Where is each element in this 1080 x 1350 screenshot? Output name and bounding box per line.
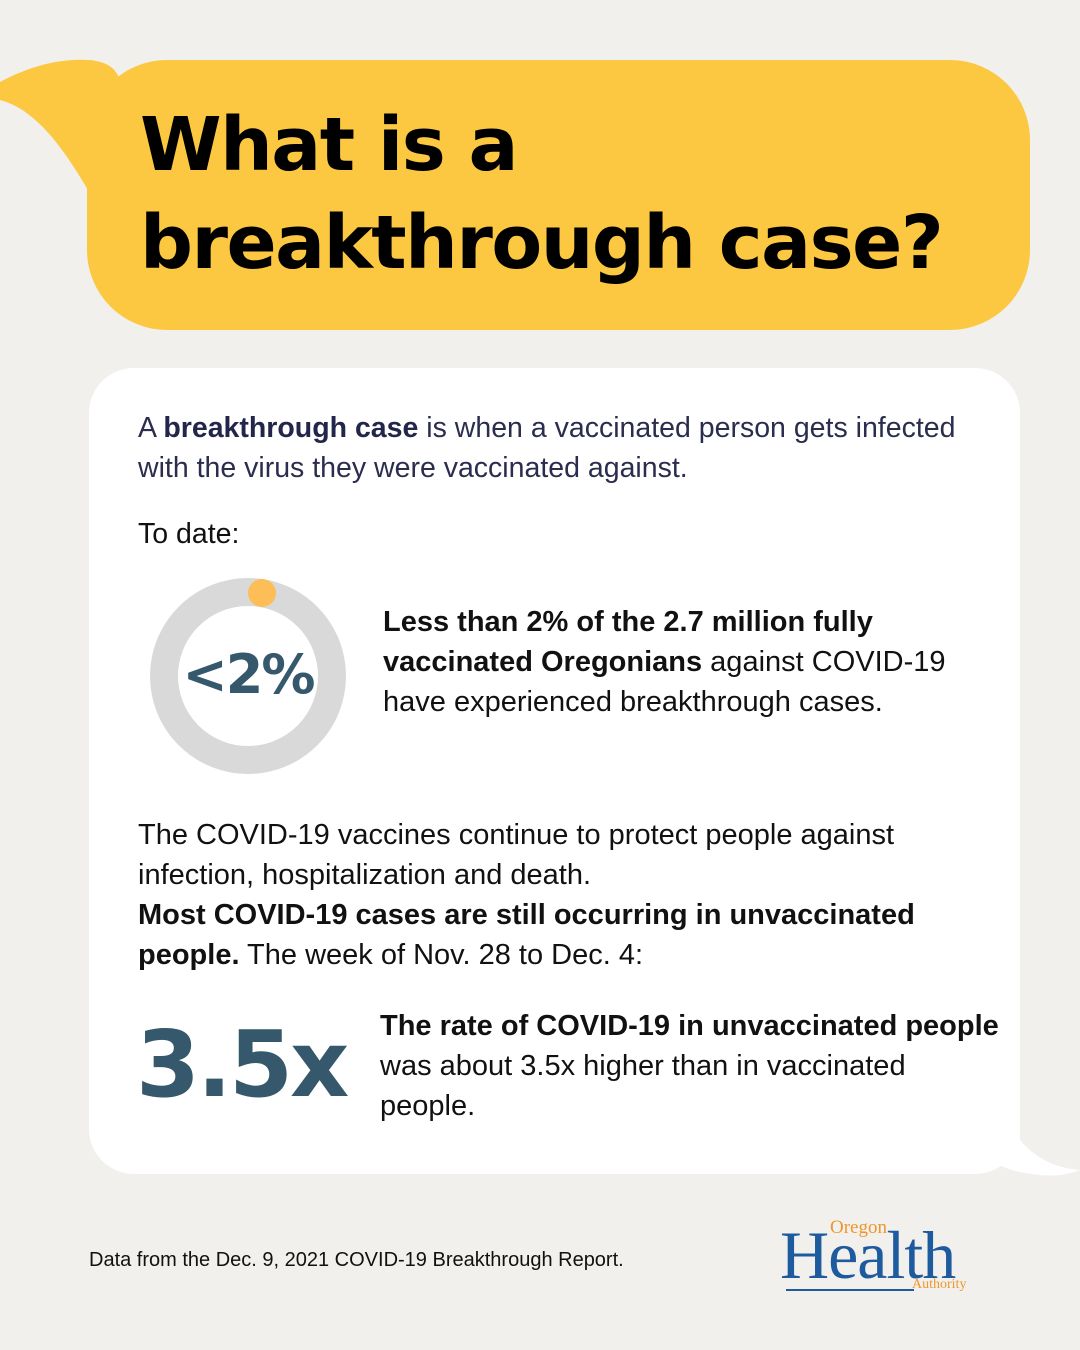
definition-paragraph: A breakthrough case is when a vaccinated…: [138, 408, 998, 488]
logo-authority-word: Authority: [912, 1277, 967, 1292]
oregon-health-authority-logo: Health Oregon Authority: [780, 1215, 990, 1305]
rate-stat-text: The rate of COVID-19 in unvaccinated peo…: [380, 1006, 1000, 1126]
intro-term: breakthrough case: [163, 412, 419, 444]
stat1-bold: Less than 2% of the 2.7 million fully va…: [383, 606, 873, 678]
rate-multiplier-value: 3.5x: [136, 1011, 349, 1118]
logo-oregon-word: Oregon: [830, 1217, 887, 1238]
title-line-1: What is a: [140, 102, 519, 188]
stat2-bold: The rate of COVID-19 in unvaccinated peo…: [380, 1010, 999, 1042]
donut-marker-dot: [248, 579, 276, 607]
protection-paragraph: The COVID-19 vaccines continue to protec…: [138, 815, 1008, 975]
breakthrough-stat-text: Less than 2% of the 2.7 million fully va…: [383, 602, 983, 722]
intro-prefix: A: [138, 412, 164, 444]
logo-health-word: Health: [780, 1217, 956, 1293]
card-speech-tail-icon: [990, 1120, 1080, 1176]
speech-bubble-tail-icon: [0, 59, 120, 190]
stat2-rest: was about 3.5x higher than in vaccinated…: [380, 1050, 906, 1122]
page-title: What is a breakthrough case?: [140, 96, 1000, 292]
stat1-rest: against COVID-19 have experienced breakt…: [383, 646, 946, 718]
para2-line1: The COVID-19 vaccines continue to protec…: [138, 819, 895, 891]
intro-suffix: is when a vaccinated person gets infecte…: [138, 412, 956, 484]
title-line-2: breakthrough case?: [140, 200, 944, 286]
para2-bold: Most COVID-19 cases are still occurring …: [138, 899, 915, 971]
title-bubble: [87, 60, 1030, 330]
logo-underline: [786, 1289, 914, 1291]
para2-rest: The week of Nov. 28 to Dec. 4:: [239, 939, 644, 971]
source-note: Data from the Dec. 9, 2021 COVID-19 Brea…: [89, 1249, 624, 1271]
donut-value: <2%: [182, 643, 316, 706]
percentage-donut-chart: [150, 578, 346, 774]
to-date-label: To date:: [138, 518, 240, 550]
